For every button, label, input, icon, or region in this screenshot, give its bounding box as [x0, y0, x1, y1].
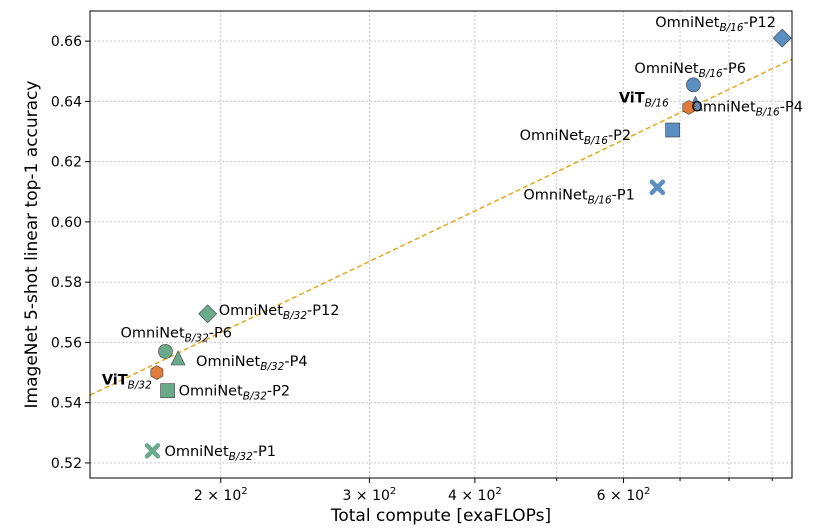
point-label-b32-p4: OmniNetB/32-P4	[196, 354, 308, 373]
label-suffix: -P1	[612, 187, 635, 203]
label-subscript: B/16	[584, 135, 608, 147]
label-subscript: B/32	[260, 361, 284, 373]
point-label-b16-p6: OmniNetB/16-P6	[634, 61, 746, 80]
label-suffix: -P4	[780, 99, 803, 115]
x-tick-base: 6 × 10	[597, 488, 644, 504]
label-subscript: B/16	[719, 22, 743, 34]
x-tick-label: 4 × 102	[448, 486, 502, 504]
y-tick-label: 0.52	[51, 456, 82, 472]
label-main: OmniNet	[196, 354, 261, 370]
label-main: ViT	[619, 90, 645, 106]
label-suffix: -P6	[723, 61, 746, 77]
trend-line	[89, 58, 793, 396]
point-labels: OmniNetB/16-P1OmniNetB/16-P2OmniNetB/16-…	[102, 15, 803, 463]
y-axis-title: ImageNet 5-shot linear top-1 accuracy	[22, 81, 42, 409]
x-tick-base: 4 × 10	[448, 488, 495, 504]
x-tick-exponent: 2	[241, 486, 247, 497]
marker-b16-p1	[649, 179, 666, 196]
y-tick-label: 0.54	[51, 396, 82, 412]
point-label-b16-p4: OmniNetB/16-P4	[691, 99, 803, 118]
label-main: OmniNet	[523, 187, 588, 203]
axes: 0.520.540.560.580.600.620.640.662 × 102 3…	[51, 34, 773, 504]
marker-b32-p4	[170, 350, 186, 366]
label-main: OmniNet	[634, 61, 699, 77]
label-main: OmniNet	[120, 325, 185, 341]
marker-b16-p12	[772, 28, 792, 48]
y-tick-label: 0.56	[51, 335, 82, 351]
y-tick-label: 0.66	[51, 34, 82, 50]
label-subscript: B/16	[699, 68, 723, 80]
label-main: OmniNet	[164, 444, 229, 460]
point-label-b32-p6: OmniNetB/32-P6	[120, 325, 232, 344]
label-subscript: B/16	[645, 97, 669, 109]
point-label-b16-p1: OmniNetB/16-P1	[523, 187, 635, 206]
marker-b16-p2	[665, 122, 680, 138]
y-tick-label: 0.64	[51, 94, 82, 110]
point-label-b32-p12: OmniNetB/32-P12	[219, 303, 340, 322]
label-main: OmniNet	[520, 128, 585, 144]
marker-vit-b32	[150, 365, 164, 380]
label-suffix: -P2	[267, 384, 290, 400]
grid	[90, 11, 792, 478]
x-tick-label: 2 × 102	[194, 486, 248, 504]
label-subscript: B/32	[229, 451, 253, 463]
y-tick-label: 0.60	[51, 215, 82, 231]
x-tick-label: 3 × 102	[343, 486, 397, 504]
marker-b32-p12	[198, 304, 218, 324]
label-suffix: -P6	[209, 325, 232, 341]
label-suffix: -P1	[253, 444, 276, 460]
x-tick-exponent: 2	[390, 486, 396, 497]
label-subscript: B/16	[756, 106, 780, 118]
y-tick-label: 0.62	[51, 155, 82, 171]
label-subscript: B/32	[243, 391, 267, 403]
marker-vit-b16	[682, 100, 696, 115]
label-suffix: -P12	[744, 15, 776, 31]
x-tick-base: 2 × 10	[194, 488, 241, 504]
label-subscript: B/32	[185, 332, 209, 344]
x-tick-base: 3 × 10	[343, 488, 390, 504]
point-label-vit-b32: ViTB/32	[102, 373, 152, 392]
trend-line-group	[89, 58, 793, 396]
x-axis-title: Total compute [exaFLOPs]	[330, 506, 551, 526]
plot-frame	[89, 10, 793, 479]
label-suffix: -P4	[284, 354, 307, 370]
data-points	[144, 28, 792, 459]
label-subscript: B/32	[283, 310, 307, 322]
marker-b32-p6	[158, 344, 173, 359]
label-subscript: B/16	[588, 194, 612, 206]
marker-b16-p6	[686, 77, 701, 93]
marker-b32-p1	[144, 443, 161, 459]
point-label-vit-b16: ViTB/16	[619, 90, 669, 109]
point-label-b16-p2: OmniNetB/16-P2	[520, 128, 632, 147]
point-label-b32-p1: OmniNetB/32-P1	[164, 444, 276, 463]
point-label-b16-p12: OmniNetB/16-P12	[655, 15, 776, 34]
point-label-b32-p2: OmniNetB/32-P2	[179, 384, 291, 403]
label-subscript: B/32	[128, 380, 152, 392]
label-suffix: -P12	[307, 303, 339, 319]
x-tick-exponent: 2	[644, 486, 650, 497]
label-suffix: -P2	[608, 128, 631, 144]
marker-b32-p2	[160, 383, 175, 398]
y-tick-label: 0.58	[51, 275, 82, 291]
x-tick-exponent: 2	[495, 486, 501, 497]
label-main: ViT	[102, 373, 128, 389]
label-main: OmniNet	[691, 99, 756, 115]
label-main: OmniNet	[219, 303, 284, 319]
x-tick-label: 6 × 102	[597, 486, 651, 504]
label-main: OmniNet	[179, 384, 244, 400]
label-main: OmniNet	[655, 15, 720, 31]
